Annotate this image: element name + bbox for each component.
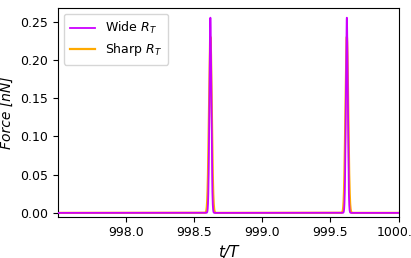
Wide $R_T$: [97, 211, 102, 214]
Y-axis label: Force [nN]: Force [nN]: [0, 76, 14, 149]
Legend: Wide $R_T$, Sharp $R_T$: Wide $R_T$, Sharp $R_T$: [64, 14, 169, 64]
Sharp $R_T$: [272, 211, 277, 214]
Sharp $R_T$: [63, 211, 68, 214]
Wide $R_T$: [380, 211, 385, 214]
Line: Wide $R_T$: Wide $R_T$: [58, 18, 399, 213]
Sharp $R_T$: [97, 211, 102, 214]
Wide $R_T$: [55, 211, 60, 214]
Wide $R_T$: [344, 16, 349, 19]
Sharp $R_T$: [396, 211, 401, 214]
Sharp $R_T$: [344, 35, 349, 38]
Wide $R_T$: [272, 211, 277, 214]
Sharp $R_T$: [380, 211, 385, 214]
X-axis label: t/T: t/T: [218, 245, 238, 258]
Sharp $R_T$: [55, 211, 60, 214]
Sharp $R_T$: [364, 211, 369, 214]
Sharp $R_T$: [235, 211, 240, 214]
Wide $R_T$: [235, 211, 240, 214]
Wide $R_T$: [63, 211, 68, 214]
Wide $R_T$: [396, 211, 401, 214]
Line: Sharp $R_T$: Sharp $R_T$: [58, 37, 399, 213]
Wide $R_T$: [364, 211, 369, 214]
